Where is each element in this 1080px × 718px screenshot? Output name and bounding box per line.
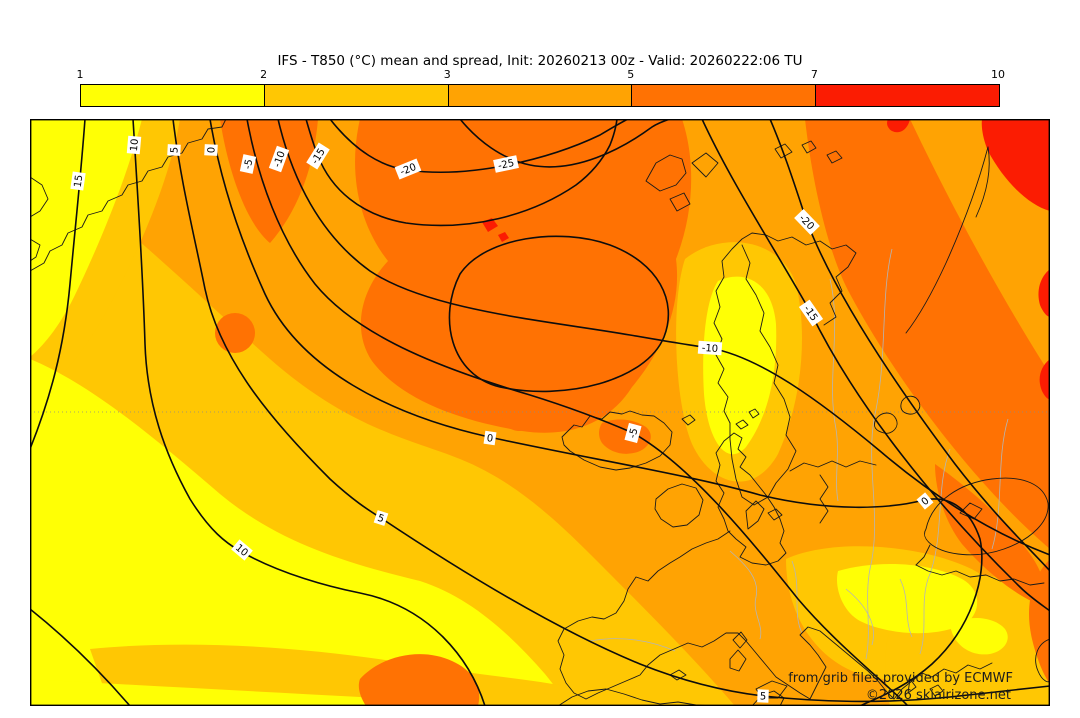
contour-label: -5 (239, 154, 257, 174)
spread-1-2-regions (30, 119, 1008, 706)
svg-text:-10: -10 (701, 343, 718, 355)
contour-label: 5 (167, 144, 181, 156)
svg-text:5: 5 (760, 691, 767, 702)
coastlines (30, 119, 1050, 706)
contour-label: 15 (70, 171, 86, 191)
contour-lines (30, 119, 1050, 706)
spread-5-7-regions (215, 119, 1050, 706)
svg-text:5: 5 (169, 147, 180, 154)
svg-text:0: 0 (206, 147, 217, 154)
svg-text:5: 5 (376, 513, 385, 525)
contour-label: -25 (493, 155, 519, 173)
contour-label: 10 (126, 135, 142, 155)
map-canvas: 15 10 5 0 -5 -10 -15 -20 -25 -20 -15 -10 -5 0 0 5 10 5 fr… (30, 119, 1050, 706)
colorbar-segment (81, 85, 265, 106)
contour-label: 0 (204, 144, 218, 156)
contour-label: 0 (916, 492, 934, 510)
svg-text:0: 0 (486, 433, 494, 445)
colorbar (80, 84, 1000, 107)
colorbar-segment (448, 85, 633, 106)
svg-text:-5: -5 (627, 427, 640, 439)
chart-title: IFS - T850 (°C) mean and spread, Init: 2… (277, 53, 803, 69)
attribution-ecmwf: from grib files provided by ECMWF (788, 671, 1013, 686)
colorbar-ticks: 1 2 3 5 7 10 (76, 68, 1006, 82)
colorbar-tick: 3 (443, 68, 451, 81)
svg-text:-5: -5 (243, 158, 256, 170)
colorbar-segment (816, 85, 999, 106)
svg-text:-10: -10 (272, 150, 288, 169)
contour-label: -5 (624, 422, 642, 444)
map-frame (30, 119, 1050, 706)
colorbar-tick: 1 (76, 68, 84, 81)
contour-label: -10 (268, 145, 290, 173)
attribution-copyright: ©2026 skiairizone.net (865, 688, 1011, 703)
country-borders (589, 248, 1009, 660)
colorbar-tick: 2 (260, 68, 268, 81)
contour-label: 5 (757, 689, 769, 703)
contour-label: 5 (373, 510, 389, 526)
svg-text:10: 10 (129, 138, 141, 152)
svg-text:15: 15 (73, 174, 86, 188)
contour-label: -10 (697, 340, 723, 356)
colorbar-segment (264, 85, 449, 106)
colorbar-tick: 10 (991, 68, 1005, 81)
svg-text:0: 0 (920, 496, 932, 509)
colorbar-tick: 7 (810, 68, 818, 81)
colorbar-tick: 5 (627, 68, 635, 81)
svg-text:-25: -25 (497, 158, 515, 172)
contour-label: 0 (483, 430, 497, 446)
colorbar-segment (632, 85, 817, 106)
